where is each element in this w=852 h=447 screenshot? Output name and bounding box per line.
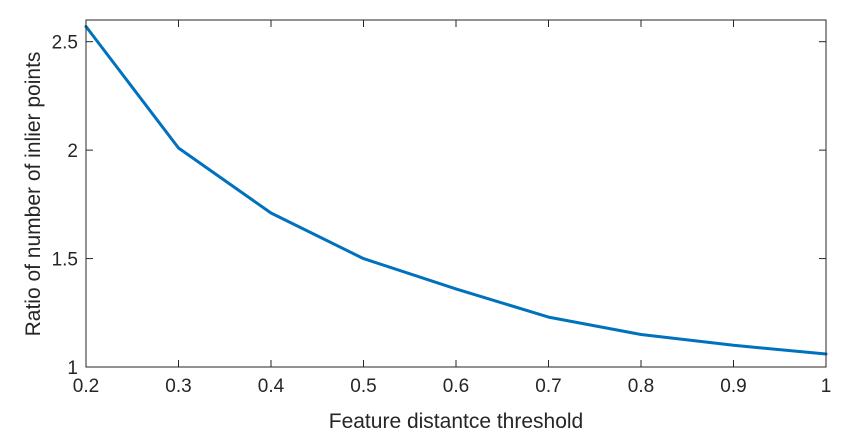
x-tick-label: 1 xyxy=(821,376,832,397)
x-tick-label: 0.6 xyxy=(443,376,469,397)
x-tick-label: 0.3 xyxy=(165,376,191,397)
y-axis-title: Ratio of number of inlier points xyxy=(22,52,45,337)
x-tick-label: 0.9 xyxy=(720,376,746,397)
y-tick-label: 2 xyxy=(67,141,78,162)
y-tick-label: 1.5 xyxy=(52,250,78,271)
y-tick-label: 1 xyxy=(67,358,78,379)
x-tick-label: 0.8 xyxy=(628,376,654,397)
plot-frame xyxy=(85,19,827,368)
x-tick-label: 0.4 xyxy=(258,376,285,397)
series-layer xyxy=(84,25,828,356)
x-axis-title: Feature distantce threshold xyxy=(329,410,583,433)
x-axis: 0.2 0.3 0.4 0.5 0.6 0.7 0.8 0.9 1 xyxy=(73,20,832,397)
series-line xyxy=(84,25,828,356)
x-tick-label: 0.2 xyxy=(73,376,99,397)
y-tick-label: 2.5 xyxy=(52,33,78,54)
y-axis: 1 1.5 2 2.5 xyxy=(52,33,826,379)
x-tick-label: 0.5 xyxy=(350,376,376,397)
plot-area xyxy=(86,20,826,367)
x-tick-label: 0.7 xyxy=(535,376,561,397)
